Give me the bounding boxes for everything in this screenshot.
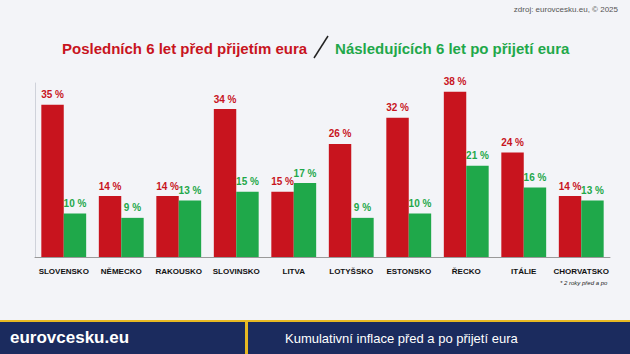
- html-text:Následujících 6 let po přijetí: Následujících 6 let po přijetí eura: [335, 40, 570, 57]
- svg-text:SLOVINSKO: SLOVINSKO: [213, 267, 260, 276]
- svg-text:16 %: 16 %: [524, 172, 547, 183]
- svg-text:21 %: 21 %: [466, 150, 489, 161]
- svg-text:RAKOUSKO: RAKOUSKO: [155, 267, 202, 276]
- svg-text:35 %: 35 %: [41, 89, 64, 100]
- svg-text:13 %: 13 %: [581, 185, 604, 196]
- svg-text:SLOVENSKO: SLOVENSKO: [39, 267, 89, 276]
- svg-text:15 %: 15 %: [236, 176, 259, 187]
- svg-text:38 %: 38 %: [444, 76, 467, 87]
- svg-text:ŘECKO: ŘECKO: [452, 267, 481, 276]
- html-text:eurovcesku.eu: eurovcesku.eu: [10, 328, 130, 347]
- svg-text:13 %: 13 %: [179, 185, 202, 196]
- svg-text:14 %: 14 %: [559, 181, 582, 192]
- svg-text:ESTONSKO: ESTONSKO: [386, 267, 431, 276]
- svg-text:10 %: 10 %: [64, 198, 87, 209]
- svg-text:NĚMECKO: NĚMECKO: [101, 267, 142, 276]
- svg-text:15 %: 15 %: [271, 176, 294, 187]
- svg-text:CHORVATSKO: CHORVATSKO: [553, 267, 609, 276]
- svg-text:26 %: 26 %: [329, 128, 352, 139]
- html-text:* 2 roky před a po: * 2 roky před a po: [560, 280, 608, 286]
- html-text:Posledních 6 let před přijetím: Posledních 6 let před přijetím eura: [62, 40, 308, 57]
- svg-text:ITÁLIE: ITÁLIE: [511, 267, 537, 276]
- svg-text:LITVA: LITVA: [282, 267, 305, 276]
- html-text:Kumulativní inflace před a po: Kumulativní inflace před a po přijetí eu…: [285, 331, 518, 346]
- svg-text:14 %: 14 %: [99, 181, 122, 192]
- svg-text:34 %: 34 %: [214, 94, 237, 105]
- svg-text:9 %: 9 %: [124, 202, 141, 213]
- svg-text:10 %: 10 %: [409, 198, 432, 209]
- svg-text:LOTYŠSKO: LOTYŠSKO: [329, 267, 373, 276]
- svg-text:32 %: 32 %: [386, 102, 409, 113]
- html-text:zdroj: eurovcesku.eu, © 2025: zdroj: eurovcesku.eu, © 2025: [513, 5, 618, 14]
- svg-text:17 %: 17 %: [294, 168, 317, 179]
- svg-text:14 %: 14 %: [156, 181, 179, 192]
- svg-text:9 %: 9 %: [354, 202, 371, 213]
- svg-text:24 %: 24 %: [501, 137, 524, 148]
